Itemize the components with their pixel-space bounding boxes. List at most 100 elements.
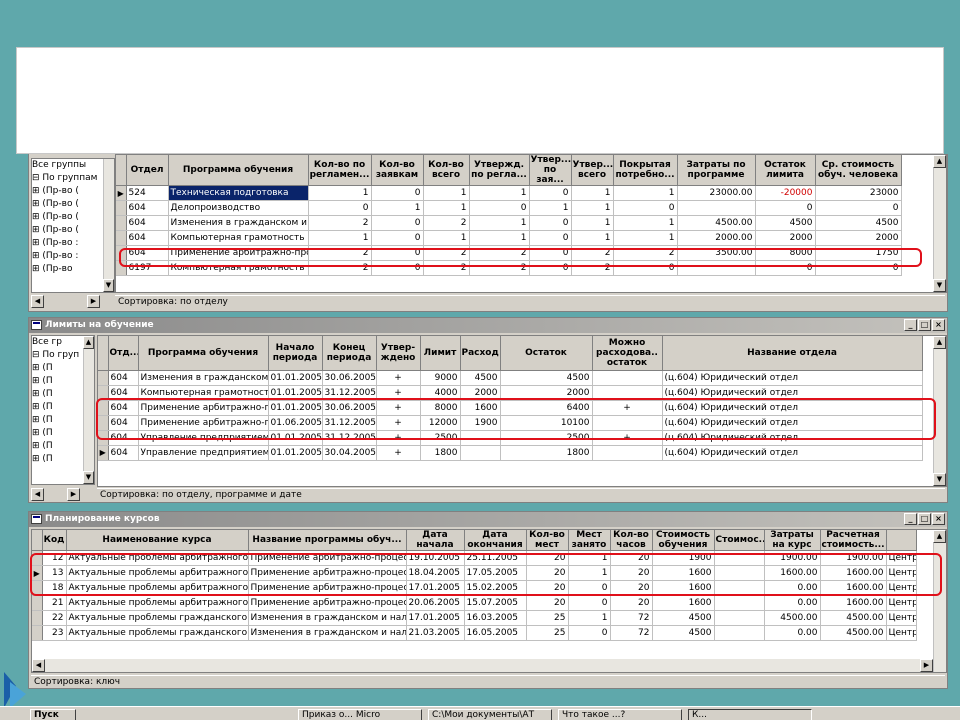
table-cell[interactable]: Центр [886,595,917,611]
tree-node[interactable]: ⊞ (Пр-во : [32,238,79,248]
limits-grid[interactable]: Отд... Программа обучения Начало периода Ко… [97,335,947,487]
table-cell[interactable]: Изменения в гражданском и нало [248,625,407,641]
column-header[interactable]: Утвер-ждено [376,336,421,371]
table-cell[interactable]: 01.01.2005 [268,430,323,446]
table-cell[interactable]: 0 [529,260,572,276]
tree-node[interactable]: ⊞ (Пр-во ( [32,186,79,196]
column-header[interactable]: Отд... [108,336,139,371]
table-cell[interactable]: 1600.00 [764,565,821,581]
table-cell[interactable]: 1 [571,215,614,231]
table-cell[interactable]: 2000.00 [677,230,756,246]
table-cell[interactable]: 604 [108,415,139,431]
table-cell[interactable]: 01.06.2005 [268,415,323,431]
table-cell[interactable]: 0 [815,200,902,216]
column-header[interactable]: Утвержд. по регла... [469,155,530,186]
table-cell[interactable]: 0 [371,230,424,246]
column-header[interactable]: Кол-во мест [526,530,569,551]
table-cell[interactable]: Компьютерная грамотность [168,230,309,246]
tree-node[interactable]: ⊟ По груп [32,350,80,360]
table-row[interactable]: ▶ 524 Техническая подготовка 1 0 1 1 0 1 1 23000.0… [116,185,902,201]
table-cell[interactable]: Центр [886,625,917,641]
table-cell[interactable]: 6197 [126,260,169,276]
table-cell[interactable]: 20 [526,565,569,581]
table-cell[interactable]: 0 [371,185,424,201]
table-cell[interactable]: 0 [568,625,611,641]
table-row[interactable]: ▶ 13 Актуальные проблемы арбитражного п При… [32,565,917,581]
table-cell[interactable]: 23 [42,625,67,641]
table-cell[interactable]: 1 [571,230,614,246]
tree-node[interactable]: ⊞ (Пр-во [32,264,73,274]
table-cell[interactable]: 12000 [420,415,461,431]
row-indicator[interactable]: ▶ [32,565,43,581]
table-row[interactable]: 6197 Компьютерная грамотность 2 0 2 2 0 2 0 0 0 [116,260,902,276]
table-cell[interactable]: 2 [423,215,470,231]
tree-node[interactable]: ⊞ (Пр-во ( [32,212,79,222]
table-cell[interactable]: Изменения в гражданском и [168,215,309,231]
row-indicator[interactable] [98,400,109,416]
table-cell[interactable]: 2 [469,260,530,276]
table-cell[interactable]: 4500.00 [820,625,887,641]
column-header[interactable]: Программа обучения [138,336,269,371]
column-header[interactable]: Начало периода [268,336,323,371]
table-row[interactable]: 604 Делопроизводство 0 1 1 0 1 1 0 0 0 [116,200,902,216]
table-cell[interactable] [592,415,663,431]
table-cell[interactable]: (ц.604) Юридический отдел [662,415,923,431]
column-header[interactable]: Наименование курса [66,530,249,551]
row-indicator[interactable]: ▶ [116,185,127,201]
row-indicator[interactable] [32,550,43,566]
table-cell[interactable]: 1 [529,200,572,216]
table-cell[interactable]: Изменения в гражданском и нало [248,610,407,626]
column-header[interactable]: Программа обучения [168,155,309,186]
course-window-titlebar[interactable]: Планирование курсов _ □ × [29,512,947,527]
scroll-left-button[interactable]: ◀ [31,295,44,308]
table-cell[interactable]: Актуальные проблемы гражданского п [66,610,249,626]
table-cell[interactable]: 20 [610,565,653,581]
row-indicator[interactable] [32,595,43,611]
table-cell[interactable]: 1 [423,230,470,246]
table-cell[interactable] [714,565,765,581]
tree-node[interactable]: ⊞ (П [32,415,53,425]
table-cell[interactable]: 0 [529,215,572,231]
column-header[interactable]: Стоимос... [714,530,765,551]
table-cell[interactable]: 604 [108,370,139,386]
table-cell[interactable] [677,260,756,276]
table-row[interactable]: 23 Актуальные проблемы гражданского п Изме… [32,625,917,641]
table-row[interactable]: 604 Управление предприятием 01.01.2005 31.1… [98,430,923,446]
table-row[interactable]: 22 Актуальные проблемы гражданского п Изме… [32,610,917,626]
column-header[interactable]: Затраты по программе [677,155,756,186]
table-cell[interactable]: 01.01.2005 [268,445,323,461]
table-cell[interactable]: Актуальные проблемы арбитражного п [66,595,249,611]
table-cell[interactable]: + [592,400,663,416]
table-cell[interactable]: -20000 [755,185,816,201]
table-cell[interactable]: 604 [108,430,139,446]
table-cell[interactable]: 2000 [500,385,593,401]
table-cell[interactable]: 604 [108,400,139,416]
column-header[interactable]: Дата начала [406,530,465,551]
table-cell[interactable]: Применение арбитражно-процесс [248,580,407,596]
table-cell[interactable]: 01.01.2005 [268,370,323,386]
table-cell[interactable]: 22 [42,610,67,626]
table-cell[interactable]: 18 [42,580,67,596]
table-row[interactable]: ▶ 604 Управление предприятием 01.01.2005 30.… [98,445,923,461]
column-header[interactable]: Отдел [126,155,169,186]
table-cell[interactable]: 25 [526,625,569,641]
table-cell[interactable]: 1 [571,185,614,201]
table-cell[interactable]: 1 [371,200,424,216]
tree-node[interactable]: ⊞ (П [32,363,53,373]
table-cell[interactable]: Применение арбитражно-пр [138,400,269,416]
table-cell[interactable]: 0 [529,185,572,201]
scroll-right-button[interactable]: ▶ [67,488,80,501]
table-cell[interactable]: 0 [371,215,424,231]
table-cell[interactable]: 0 [308,200,372,216]
table-cell[interactable] [714,610,765,626]
table-cell[interactable]: 1 [469,215,530,231]
table-cell[interactable]: 604 [126,230,169,246]
row-indicator[interactable] [98,370,109,386]
tree-node[interactable]: Все гр [32,337,62,347]
table-cell[interactable]: Изменения в гражданском ( [138,370,269,386]
table-cell[interactable]: 2000 [815,230,902,246]
table-row[interactable]: 21 Актуальные проблемы арбитражного п Прим… [32,595,917,611]
tree-node[interactable]: ⊞ (Пр-во : [32,251,79,261]
table-cell[interactable]: + [592,430,663,446]
table-cell[interactable]: 4500 [460,370,501,386]
